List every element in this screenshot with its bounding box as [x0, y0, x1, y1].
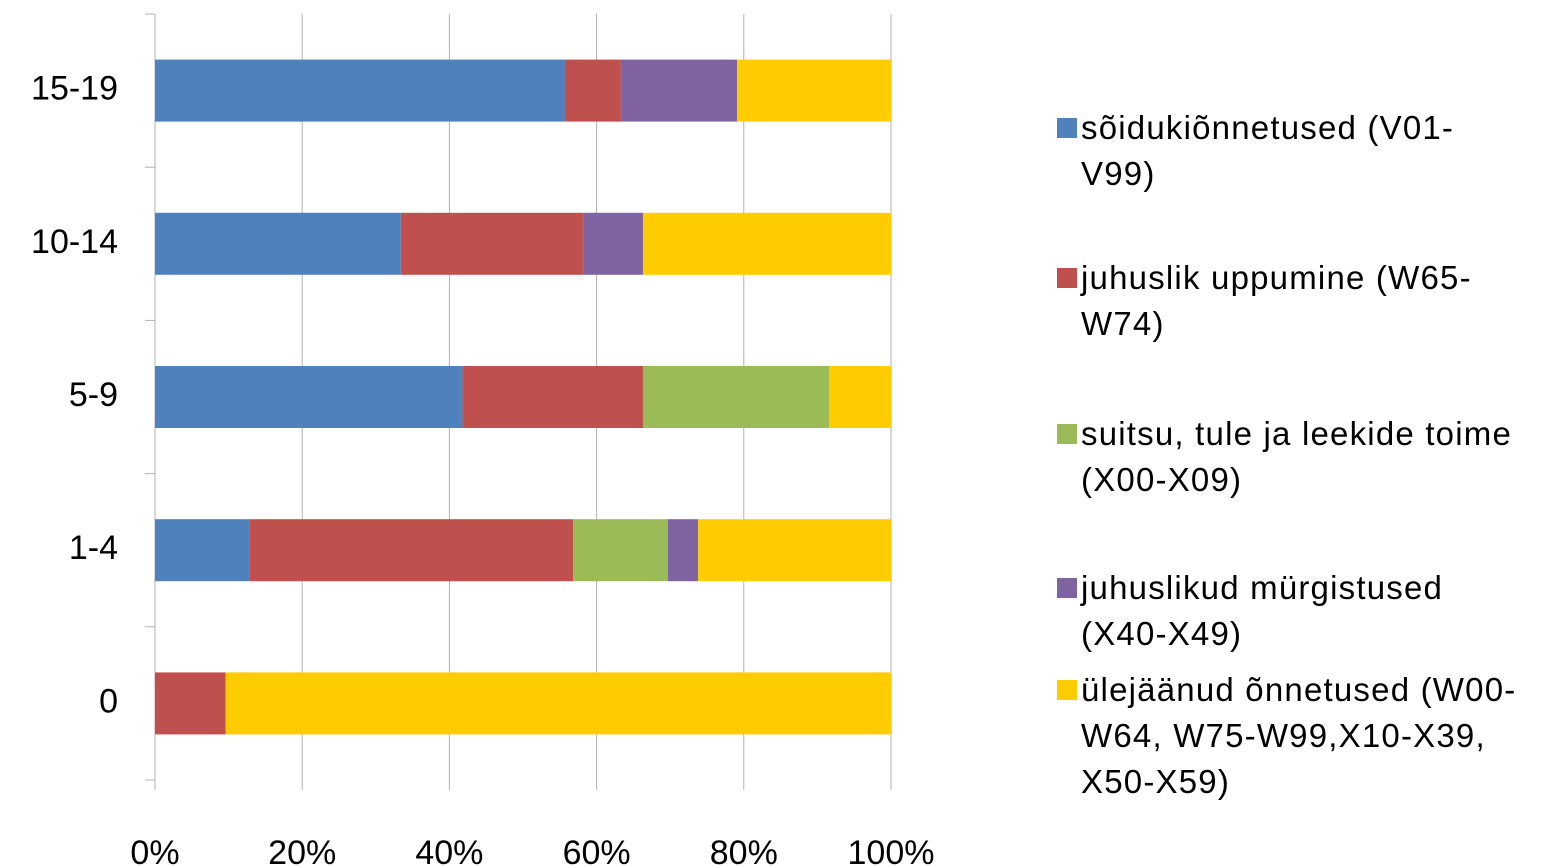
legend-item: sõidukiõnnetused (V01-V99)	[1057, 105, 1547, 197]
legend-item: suitsu, tule ja leekide toime (X00-X09)	[1057, 411, 1547, 503]
x-tick-label: 0%	[130, 834, 179, 866]
bar-segment	[667, 519, 699, 582]
x-tick-label: 40%	[415, 834, 483, 866]
bar-segment	[573, 519, 668, 582]
legend-label: sõidukiõnnetused (V01-V99)	[1081, 109, 1455, 192]
legend-item: juhuslik uppumine (W65-W74)	[1057, 255, 1547, 347]
x-tick-label: 100%	[848, 834, 935, 866]
x-tick-label: 80%	[710, 834, 778, 866]
bar-segment	[400, 212, 584, 275]
bar-segment	[583, 212, 643, 275]
y-tick-label: 10-14	[31, 223, 118, 261]
legend-swatch	[1057, 680, 1077, 700]
bar-segment	[698, 519, 891, 582]
bar-segment	[737, 59, 891, 122]
legend-swatch	[1057, 424, 1077, 444]
bar-segment	[462, 366, 643, 428]
bar-segment	[829, 366, 891, 428]
y-tick-label: 1-4	[69, 529, 118, 567]
legend-label: suitsu, tule ja leekide toime (X00-X09)	[1081, 415, 1513, 498]
legend-item: ülejäänud õnnetused (W00-W64, W75-W99,X1…	[1057, 667, 1547, 805]
bar-segment	[620, 59, 738, 122]
y-tick-label: 0	[99, 682, 118, 720]
bar-segment	[564, 59, 621, 122]
legend-label: ülejäänud õnnetused (W00-W64, W75-W99,X1…	[1081, 671, 1517, 800]
bar-segment	[155, 366, 463, 428]
x-tick-label: 20%	[268, 834, 336, 866]
legend-item: juhuslikud mürgistused (X40-X49)	[1057, 565, 1547, 657]
bar-segment	[249, 519, 574, 582]
bar-segment	[642, 366, 830, 428]
bar-segment	[155, 59, 565, 122]
legend-label: juhuslik uppumine (W65-W74)	[1081, 259, 1472, 342]
bar-segment	[155, 519, 250, 582]
x-tick-label: 60%	[563, 834, 631, 866]
y-tick-label: 5-9	[69, 376, 118, 414]
bar-segment	[155, 212, 401, 275]
bar-segment	[642, 212, 891, 275]
legend-swatch	[1057, 578, 1077, 598]
bar-segment	[225, 672, 891, 735]
legend-swatch	[1057, 268, 1077, 288]
legend-swatch	[1057, 118, 1077, 138]
y-tick-label: 15-19	[31, 70, 118, 108]
legend-label: juhuslikud mürgistused (X40-X49)	[1081, 569, 1444, 652]
bar-segment	[155, 672, 226, 735]
